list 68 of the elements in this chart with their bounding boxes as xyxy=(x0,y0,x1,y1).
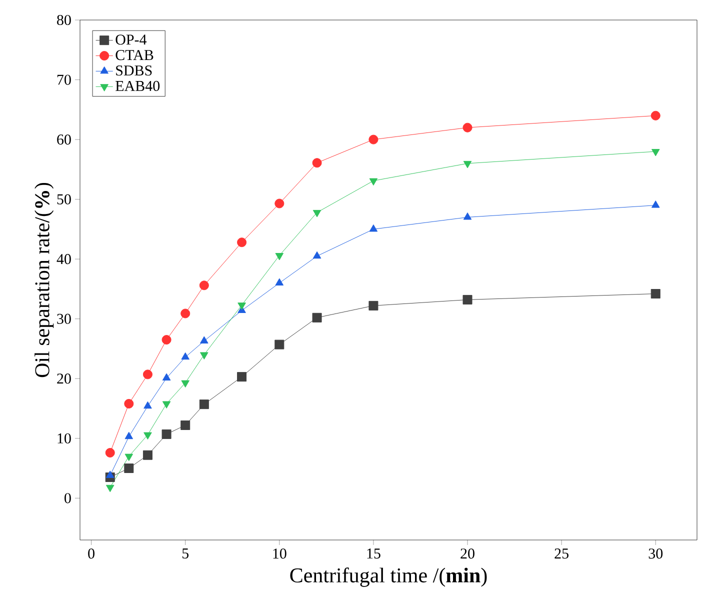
point xyxy=(144,401,152,409)
x-tick-label: 20 xyxy=(460,548,474,559)
point xyxy=(369,178,378,186)
x-tick-label: 10 xyxy=(273,548,286,559)
point xyxy=(237,372,247,382)
x-tick-label: 0 xyxy=(88,548,94,559)
x-tick-label: 15 xyxy=(367,548,380,559)
point xyxy=(106,484,114,492)
point xyxy=(650,110,660,120)
y-tick-label: 20 xyxy=(57,374,71,384)
point xyxy=(142,370,152,380)
y-tick-label: 70 xyxy=(57,74,71,85)
legend-label: OP-4 xyxy=(116,34,147,45)
point xyxy=(162,401,171,408)
point xyxy=(275,278,284,286)
x-axis-title: Centrifugal time /(min) xyxy=(290,568,487,587)
point xyxy=(462,294,472,304)
point xyxy=(274,340,284,350)
point xyxy=(312,210,322,218)
x-tick-label: 30 xyxy=(648,548,663,559)
point xyxy=(368,300,378,310)
point xyxy=(144,432,152,440)
legend-label: SDBS xyxy=(116,65,152,76)
y-tick-label: 60 xyxy=(57,134,71,145)
point xyxy=(124,398,134,408)
y-tick-label: 80 xyxy=(57,14,71,26)
point xyxy=(200,336,208,344)
point xyxy=(181,380,190,388)
point xyxy=(238,302,246,310)
point xyxy=(368,134,378,144)
x-tick-label: 25 xyxy=(554,548,568,559)
point xyxy=(180,308,190,318)
point xyxy=(124,464,134,474)
point xyxy=(162,429,172,439)
y-axis-title: Oil separation rate/(%) xyxy=(34,182,54,378)
point xyxy=(106,470,114,478)
legend-label: CTAB xyxy=(116,50,154,60)
legend-label: EAB40 xyxy=(116,80,160,92)
point xyxy=(162,373,171,381)
point xyxy=(199,400,209,410)
point xyxy=(312,312,322,322)
point xyxy=(200,352,208,360)
point xyxy=(162,335,172,345)
point xyxy=(237,238,247,248)
point xyxy=(274,198,284,208)
y-tick-label: 30 xyxy=(57,314,71,324)
y-tick-label: 0 xyxy=(64,493,71,504)
point xyxy=(463,160,472,168)
point xyxy=(124,432,134,440)
point xyxy=(312,251,322,259)
y-tick-label: 40 xyxy=(56,254,71,264)
y-tick-label: 10 xyxy=(58,433,71,444)
point xyxy=(105,448,115,458)
point xyxy=(369,224,378,232)
y-tick-label: 50 xyxy=(57,194,71,204)
point xyxy=(462,122,472,132)
point xyxy=(124,454,134,462)
point xyxy=(651,200,660,208)
point xyxy=(199,280,209,290)
point xyxy=(463,212,472,220)
point xyxy=(275,252,284,260)
point xyxy=(650,288,660,298)
point xyxy=(312,158,322,168)
point xyxy=(180,420,190,430)
x-tick-label: 5 xyxy=(182,548,189,558)
point xyxy=(651,148,660,156)
point xyxy=(142,450,152,460)
point xyxy=(181,352,190,360)
